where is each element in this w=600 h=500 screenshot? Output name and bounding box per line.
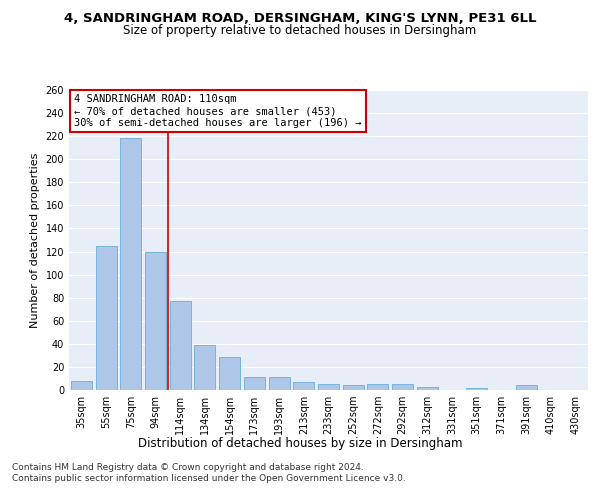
- Bar: [120, 138, 141, 390]
- Text: Size of property relative to detached houses in Dersingham: Size of property relative to detached ho…: [124, 24, 476, 37]
- Bar: [244, 378, 265, 390]
- Bar: [170, 301, 191, 390]
- Bar: [219, 356, 240, 390]
- Text: Contains public sector information licensed under the Open Government Licence v3: Contains public sector information licen…: [12, 474, 406, 483]
- Bar: [293, 382, 314, 390]
- Bar: [466, 388, 487, 390]
- Bar: [194, 345, 215, 390]
- Bar: [145, 252, 166, 390]
- Bar: [71, 381, 92, 390]
- Bar: [318, 384, 339, 390]
- Text: 4, SANDRINGHAM ROAD, DERSINGHAM, KING'S LYNN, PE31 6LL: 4, SANDRINGHAM ROAD, DERSINGHAM, KING'S …: [64, 12, 536, 26]
- Bar: [392, 384, 413, 390]
- Bar: [417, 386, 438, 390]
- Bar: [367, 384, 388, 390]
- Text: 4 SANDRINGHAM ROAD: 110sqm
← 70% of detached houses are smaller (453)
30% of sem: 4 SANDRINGHAM ROAD: 110sqm ← 70% of deta…: [74, 94, 362, 128]
- Bar: [95, 246, 116, 390]
- Bar: [516, 386, 537, 390]
- Text: Contains HM Land Registry data © Crown copyright and database right 2024.: Contains HM Land Registry data © Crown c…: [12, 462, 364, 471]
- Bar: [269, 378, 290, 390]
- Y-axis label: Number of detached properties: Number of detached properties: [30, 152, 40, 328]
- Text: Distribution of detached houses by size in Dersingham: Distribution of detached houses by size …: [138, 438, 462, 450]
- Bar: [343, 386, 364, 390]
